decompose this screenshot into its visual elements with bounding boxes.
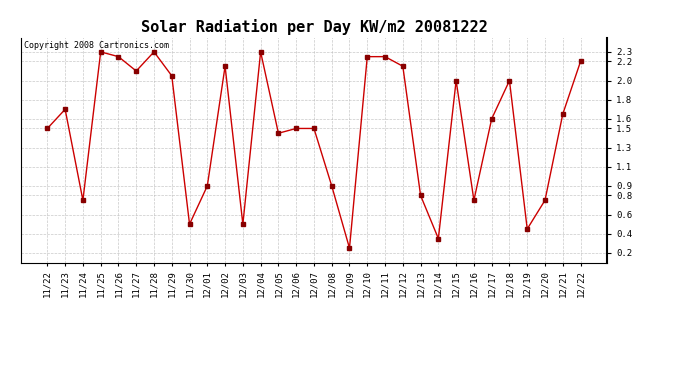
Title: Solar Radiation per Day KW/m2 20081222: Solar Radiation per Day KW/m2 20081222 (141, 19, 487, 35)
Text: Copyright 2008 Cartronics.com: Copyright 2008 Cartronics.com (23, 41, 168, 50)
